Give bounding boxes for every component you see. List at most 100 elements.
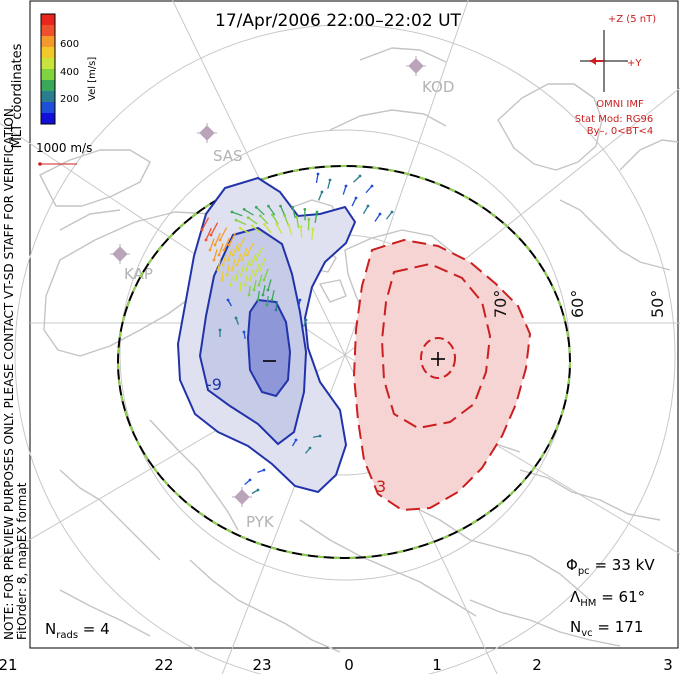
velocity-vector-origin (258, 268, 262, 272)
velocity-vector (245, 258, 251, 271)
velocity-vector-origin (242, 207, 246, 211)
velocity-vector (226, 265, 230, 276)
velocity-vector (275, 223, 283, 235)
velocity-vector (237, 237, 246, 251)
velocity-vector (288, 224, 293, 236)
velocity-vector (247, 217, 258, 225)
velocity-vector (251, 225, 262, 234)
velocity-vector (267, 279, 272, 291)
velocity-vector-origin (226, 298, 230, 302)
mlt-tick-1: 1 (432, 656, 442, 674)
positive-cell-center (431, 352, 445, 366)
imf-source: OMNI IMF (596, 99, 644, 110)
velocity-vector-origin (220, 278, 224, 282)
velocity-vector-origin (262, 278, 266, 282)
velocity-vector-origin (304, 318, 308, 322)
velocity-vector (244, 275, 248, 286)
velocity-vector (255, 206, 265, 216)
velocity-vector (231, 259, 236, 271)
velocity-vector-origin (252, 288, 256, 292)
colorbar-segment (41, 25, 55, 37)
velocity-vector (205, 227, 212, 241)
hm-boundary (117, 165, 571, 559)
velocity-vector-origin (257, 283, 261, 287)
velocity-vector-origin (235, 263, 239, 267)
station-pyk (232, 487, 252, 507)
velocity-vector-origin (258, 214, 262, 218)
velocity-vector-origin (256, 298, 260, 302)
colorbar-segment (41, 91, 55, 103)
velocity-vector-origin (208, 248, 212, 252)
velocity-vector-origin (230, 210, 234, 214)
colorbar-segment (41, 36, 55, 48)
velocity-vector (235, 270, 239, 281)
velocity-vector-origin (200, 228, 204, 232)
velocity-vector-origin (238, 226, 242, 230)
velocity-vector (243, 208, 254, 216)
velocity-vector-origin (287, 223, 291, 227)
velocity-vector-origin (218, 328, 222, 332)
mlt-tick-0: 0 (344, 656, 354, 674)
hm-boundary-latitude: ΛHM = 61° (570, 588, 645, 609)
velocity-vector (362, 205, 369, 215)
preview-note: NOTE: FOR PREVIEW PURPOSES ONLY. PLEASE … (2, 104, 16, 640)
velocity-vector (262, 285, 266, 296)
velocity-vector-origin (229, 283, 233, 287)
velocity-vector (255, 247, 264, 261)
velocity-vector-origin (307, 217, 311, 221)
velocity-vector (271, 214, 279, 225)
velocity-vector (300, 226, 303, 238)
velocity-vector-origin (209, 233, 213, 237)
positive-contour-3 (420, 337, 456, 379)
velocity-vector (219, 227, 228, 241)
velocity-vector-origin (328, 178, 332, 182)
velocity-vector-origin (217, 253, 221, 257)
velocity-vector (253, 280, 257, 291)
velocity-vector (292, 207, 296, 219)
velocity-vector-origin (262, 468, 266, 472)
velocity-vector-origin (254, 258, 258, 262)
velocity-vector-origin (261, 293, 265, 297)
colorbar-segment (41, 58, 55, 70)
velocity-vector (318, 191, 323, 201)
velocity-vector-origin (239, 273, 243, 277)
velocity-vector (239, 280, 242, 291)
velocity-vector (218, 243, 224, 256)
velocity-vector (239, 227, 251, 234)
mlt-tick-22: 22 (154, 656, 173, 674)
lat-label-60: 60° (568, 290, 587, 318)
colorbar-segment (41, 80, 55, 92)
velocity-vector-origin (244, 268, 248, 272)
velocity-vector-origin (320, 190, 324, 194)
velocity-vector-origin (238, 288, 242, 292)
fit-order-note: FitOrder: 8, mapEX format (15, 482, 29, 640)
velocity-vector-origin (234, 278, 238, 282)
velocity-vector-origin (318, 434, 322, 438)
velocity-vector (254, 263, 260, 276)
velocity-vector (311, 229, 314, 241)
velocity-vector (232, 242, 239, 256)
velocity-vector-origin (222, 248, 226, 252)
velocity-vector (201, 217, 210, 231)
velocity-vector (374, 213, 381, 222)
velocity-vector-origin (249, 263, 253, 267)
velocity-vector-origin (291, 205, 295, 209)
velocity-vector-origin (234, 316, 238, 320)
velocity-vector (257, 290, 260, 301)
velocity-vector-origin (262, 223, 266, 226)
velocity-vector (248, 285, 251, 296)
negative-contour-3 (246, 298, 292, 398)
velocity-vector (240, 264, 245, 276)
velocity-vector (213, 249, 218, 261)
mlt-tick-21: 21 (0, 656, 18, 674)
velocity-vector-origin (226, 258, 230, 262)
velocity-vector (214, 232, 221, 246)
station-label-pyk: PYK (246, 513, 275, 531)
velocity-vector (353, 175, 361, 183)
velocity-vector-origin (240, 258, 244, 262)
velocity-vector (228, 232, 237, 246)
velocity-vector (275, 300, 278, 311)
velocity-vector-origin (230, 268, 234, 272)
velocity-vector (217, 260, 221, 271)
